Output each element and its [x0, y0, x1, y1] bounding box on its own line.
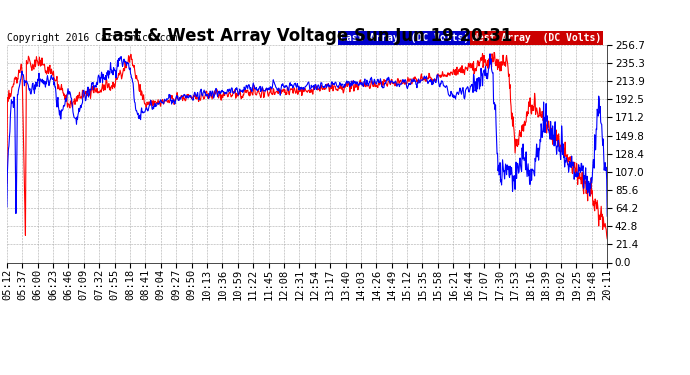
- Text: East Array  (DC Volts): East Array (DC Volts): [340, 33, 469, 43]
- Text: West Array  (DC Volts): West Array (DC Volts): [472, 33, 602, 43]
- Title: East & West Array Voltage Sun Jun 19 20:31: East & West Array Voltage Sun Jun 19 20:…: [101, 27, 513, 45]
- Text: Copyright 2016 Cartronics.com: Copyright 2016 Cartronics.com: [7, 33, 177, 43]
